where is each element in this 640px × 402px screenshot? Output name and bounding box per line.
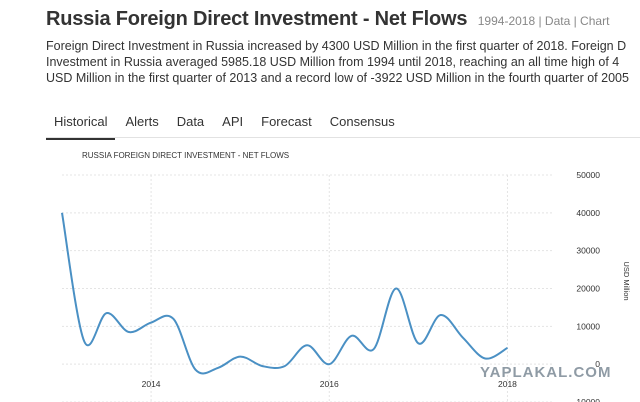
y-tick-label: 50000 <box>576 170 600 180</box>
data-point <box>306 344 309 347</box>
page-title: Russia Foreign Direct Investment - Net F… <box>46 8 468 30</box>
tab-historical[interactable]: Historical <box>46 110 116 140</box>
line-chart: RUSSIA FOREIGN DIRECT INVESTMENT - NET F… <box>61 151 631 402</box>
tab-divider <box>46 137 640 138</box>
page-subtitle: 1994-2018 | Data | Chart <box>477 14 610 28</box>
data-point <box>484 357 487 360</box>
tab-api[interactable]: API <box>222 114 244 129</box>
data-point <box>150 321 153 324</box>
data-point <box>239 355 242 358</box>
data-point <box>417 342 420 345</box>
x-tick-label: 2018 <box>498 379 517 389</box>
data-point <box>461 336 464 339</box>
page-header: Russia Foreign Direct Investment - Net F… <box>46 8 609 31</box>
data-point <box>216 366 219 369</box>
data-point <box>194 368 197 371</box>
data-point <box>395 287 398 290</box>
data-point <box>283 365 286 368</box>
data-point <box>83 340 86 343</box>
data-point <box>372 348 375 351</box>
description: Foreign Direct Investment in Russia incr… <box>46 38 640 86</box>
description-line: Investment in Russia averaged 5985.18 US… <box>46 55 620 69</box>
tab-data[interactable]: Data <box>176 114 205 129</box>
data-point <box>61 211 64 214</box>
x-tick-label: 2014 <box>142 379 161 389</box>
tab-consensus[interactable]: Consensus <box>329 114 395 129</box>
description-line: Foreign Direct Investment in Russia incr… <box>46 39 627 53</box>
x-tick-label: 2016 <box>320 379 339 389</box>
y-tick-label: 0 <box>595 359 600 369</box>
data-point <box>350 334 353 337</box>
y-tick-label: 10000 <box>576 321 600 331</box>
chart-title: RUSSIA FOREIGN DIRECT INVESTMENT - NET F… <box>82 151 289 160</box>
tab-alerts[interactable]: Alerts <box>125 114 159 129</box>
y-tick-label: 40000 <box>576 208 600 218</box>
data-point <box>127 331 130 334</box>
y-tick-label: -10000 <box>574 397 601 402</box>
y-tick-label: 20000 <box>576 284 600 294</box>
data-point <box>105 312 108 315</box>
data-point <box>506 346 509 349</box>
watermark: YAPLAKAL.COM <box>480 364 612 381</box>
y-axis-label: USD Million <box>622 261 631 300</box>
description-line: USD Million in the first quarter of 2013… <box>46 71 629 85</box>
data-point <box>172 317 175 320</box>
tab-bar: Historical Alerts Data API Forecast Cons… <box>46 110 405 140</box>
data-point <box>261 365 264 368</box>
data-point <box>328 363 331 366</box>
series-line <box>61 212 509 375</box>
y-tick-label: 30000 <box>576 246 600 256</box>
data-point <box>439 313 442 316</box>
tab-forecast[interactable]: Forecast <box>261 114 312 129</box>
